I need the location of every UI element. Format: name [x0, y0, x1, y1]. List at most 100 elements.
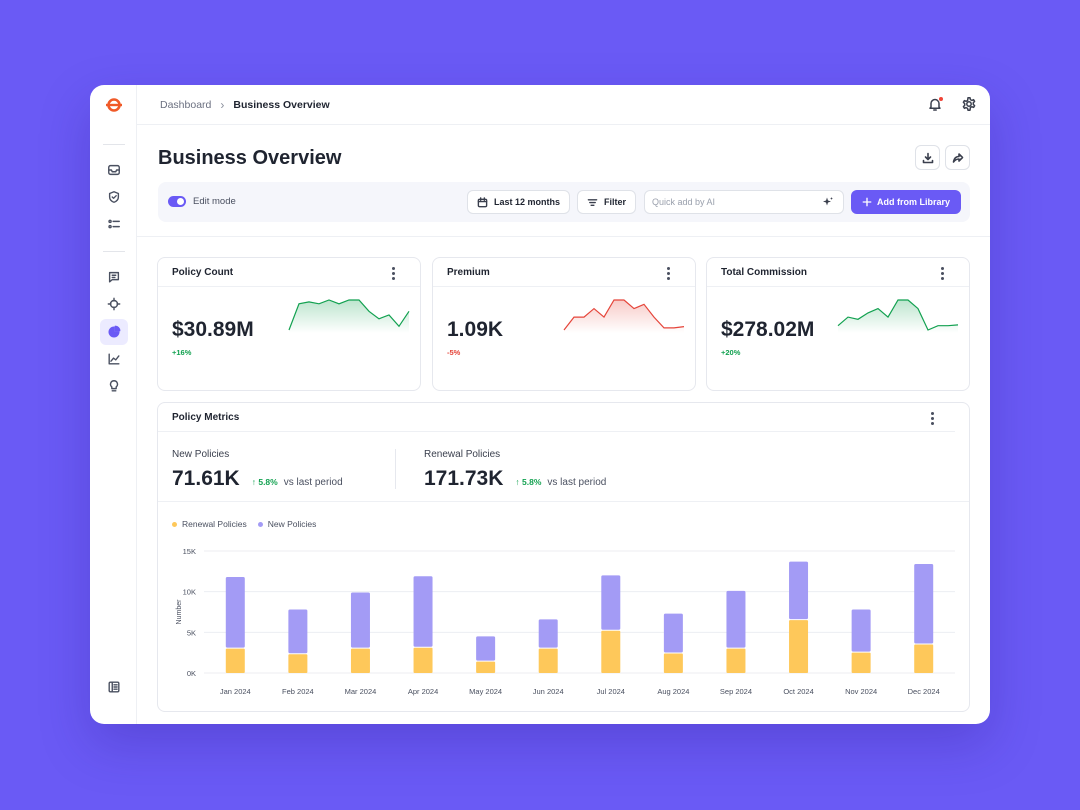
- quick-add-ai-input[interactable]: [644, 190, 844, 214]
- kpi-card: Policy Count $30.89M +16%: [157, 257, 421, 391]
- x-tick-label: Dec 2024: [908, 687, 940, 696]
- new-policies-comparison: vs last period: [283, 477, 343, 488]
- new-policies-metric: New Policies 71.61K ↑ 5.8% vs last perio…: [172, 449, 343, 491]
- kpi-card-value: $30.89M: [172, 318, 254, 341]
- kpi-card-change: -5%: [447, 348, 461, 357]
- sidebar-item-messages[interactable]: [102, 265, 126, 289]
- sparkline-line: [837, 299, 959, 331]
- bar-new-policies: [914, 564, 934, 644]
- gear-icon: [962, 97, 976, 111]
- sidebar-item-analytics[interactable]: [100, 319, 128, 345]
- kpi-card-change: +20%: [721, 348, 741, 357]
- filter-label: Filter: [604, 197, 627, 207]
- download-icon: [922, 152, 933, 163]
- kpi-card-value: 1.09K: [447, 318, 504, 341]
- sidebar-item-docs[interactable]: [102, 675, 126, 699]
- chat-icon: [108, 271, 120, 283]
- kpi-card: Total Commission $278.02M +20%: [706, 257, 970, 391]
- bar-renewal-policies: [663, 653, 683, 673]
- policy-metrics-title: Policy Metrics: [172, 412, 240, 423]
- x-tick-label: Aug 2024: [657, 687, 689, 696]
- bar-renewal-policies: [350, 648, 370, 673]
- more-options-icon[interactable]: [941, 267, 944, 280]
- bar-renewal-policies: [476, 661, 496, 673]
- kpi-card-title: Policy Count: [172, 267, 234, 278]
- bar-new-policies: [663, 613, 683, 653]
- legend-item-renewal[interactable]: Renewal Policies: [172, 519, 247, 529]
- y-tick-label: 10K: [183, 588, 196, 597]
- x-tick-label: May 2024: [469, 687, 502, 696]
- new-policies-delta: ↑ 5.8%: [252, 477, 278, 487]
- edit-mode-toggle[interactable]: [168, 196, 186, 207]
- lightbulb-icon: [109, 380, 119, 392]
- chart-legend: Renewal Policies New Policies: [172, 519, 316, 529]
- sidebar-divider: [103, 251, 125, 252]
- bar-new-policies: [601, 575, 621, 630]
- more-options-icon[interactable]: [931, 412, 934, 425]
- sidebar-item-inbox[interactable]: [102, 158, 126, 182]
- date-range-button[interactable]: Last 12 months: [467, 190, 571, 214]
- sidebar-item-integrations[interactable]: [102, 292, 126, 316]
- sidebar-item-ideas[interactable]: [102, 374, 126, 398]
- notification-badge: [938, 96, 944, 102]
- x-tick-label: Apr 2024: [408, 687, 438, 696]
- add-from-library-button[interactable]: Add from Library: [851, 190, 961, 214]
- line-chart-icon: [108, 353, 120, 365]
- bar-new-policies: [413, 576, 433, 647]
- legend-renewal-label: Renewal Policies: [182, 519, 247, 529]
- policy-metrics-panel: Policy Metrics New Policies 71.61K ↑ 5.8…: [157, 402, 970, 712]
- bar-renewal-policies: [538, 648, 558, 673]
- bar-new-policies: [851, 609, 871, 652]
- share-icon: [952, 152, 963, 163]
- bell-icon: [929, 98, 941, 111]
- top-bar: Dashboard › Business Overview: [137, 85, 990, 125]
- kpi-card-header: Premium: [433, 258, 695, 287]
- renewal-policies-value: 171.73K: [424, 467, 504, 490]
- list-icon: [108, 219, 120, 229]
- settings-button[interactable]: [961, 96, 977, 112]
- sparkline-area: [289, 300, 409, 333]
- policy-metrics-header: Policy Metrics: [158, 403, 955, 432]
- sidebar-divider: [103, 144, 125, 145]
- x-tick-label: Jun 2024: [533, 687, 564, 696]
- sparkline-area: [564, 300, 684, 333]
- inbox-icon: [108, 164, 120, 176]
- y-tick-label: 15K: [183, 547, 196, 556]
- more-options-icon[interactable]: [392, 267, 395, 280]
- bar-new-policies: [538, 619, 558, 648]
- kpi-card: Premium 1.09K -5%: [432, 257, 696, 391]
- filter-button[interactable]: Filter: [577, 190, 637, 214]
- x-tick-label: Mar 2024: [345, 687, 377, 696]
- legend-new-label: New Policies: [267, 519, 317, 529]
- bar-new-policies: [726, 590, 746, 648]
- y-tick-label: 5K: [187, 628, 196, 637]
- calendar-icon: [477, 196, 488, 207]
- sparkle-icon[interactable]: [822, 196, 834, 208]
- bar-renewal-policies: [851, 652, 871, 673]
- new-policies-value: 71.61K: [172, 467, 240, 490]
- y-tick-label: 0K: [187, 669, 196, 678]
- breadcrumb-current: Business Overview: [233, 99, 330, 111]
- kpi-card-header: Policy Count: [158, 258, 420, 287]
- notifications-button[interactable]: [927, 96, 944, 112]
- x-tick-label: Jan 2024: [220, 687, 251, 696]
- more-options-icon[interactable]: [667, 267, 670, 280]
- sparkline-line: [288, 299, 410, 331]
- x-tick-label: Jul 2024: [597, 687, 625, 696]
- sparkline-line: [563, 299, 685, 331]
- renewal-policies-delta-value: 5.8%: [522, 477, 542, 487]
- sidebar-item-reports[interactable]: [102, 347, 126, 371]
- brand-logo-icon[interactable]: [106, 97, 122, 113]
- bar-renewal-policies: [789, 620, 809, 673]
- breadcrumb-parent-link[interactable]: Dashboard: [160, 99, 212, 111]
- kpi-card-value: $278.02M: [721, 318, 815, 341]
- sidebar-item-list[interactable]: [102, 212, 126, 236]
- share-button[interactable]: [945, 145, 970, 170]
- legend-item-new[interactable]: New Policies: [257, 519, 317, 529]
- download-button[interactable]: [915, 145, 940, 170]
- bar-renewal-policies: [726, 648, 746, 673]
- new-policies-delta-value: 5.8%: [258, 477, 278, 487]
- sidebar-item-security[interactable]: [102, 185, 126, 209]
- x-tick-label: Nov 2024: [845, 687, 877, 696]
- bar-new-policies: [225, 577, 245, 648]
